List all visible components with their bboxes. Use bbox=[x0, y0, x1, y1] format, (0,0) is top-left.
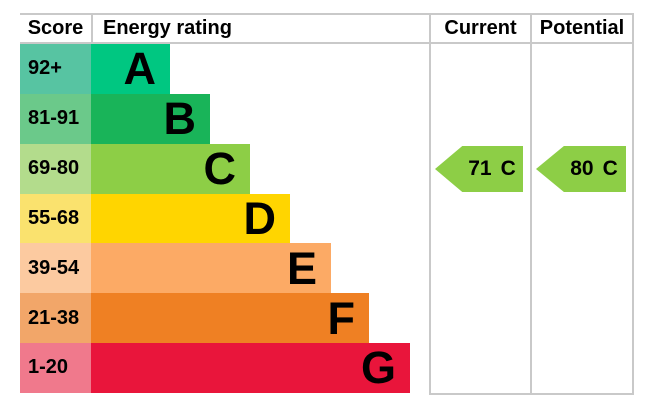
band-row-c: 69-80 C bbox=[20, 143, 410, 194]
band-row-e: 39-54 E bbox=[20, 243, 410, 294]
score-range-a: 92+ bbox=[20, 44, 91, 94]
current-header: Current bbox=[444, 17, 517, 39]
band-bar-a: A bbox=[91, 44, 170, 94]
score-range-d: 55-68 bbox=[20, 193, 91, 244]
band-row-a: 92+ A bbox=[20, 44, 410, 94]
energy-rating-header: Energy rating bbox=[103, 17, 232, 39]
score-range-b: 81-91 bbox=[20, 93, 91, 144]
score-range-g: 1-20 bbox=[20, 343, 91, 393]
band-bar-f: F bbox=[91, 293, 369, 344]
current-rating-value: 71 bbox=[468, 157, 492, 180]
current-column-divider bbox=[429, 13, 431, 395]
potential-header: Potential bbox=[539, 17, 625, 39]
potential-rating-band: C bbox=[602, 157, 618, 180]
band-row-b: 81-91 B bbox=[20, 93, 410, 144]
potential-rating-value: 80 bbox=[570, 157, 594, 180]
score-range-c: 69-80 bbox=[20, 143, 91, 194]
band-row-d: 55-68 D bbox=[20, 193, 410, 244]
table-right-border bbox=[632, 13, 634, 395]
score-column-divider bbox=[91, 13, 93, 44]
band-bar-g: G bbox=[91, 343, 410, 393]
score-range-e: 39-54 bbox=[20, 243, 91, 294]
current-rating-band: C bbox=[500, 157, 516, 180]
potential-rating-arrow: 80 C bbox=[536, 146, 626, 192]
band-rows: 92+ A 81-91 B 69-80 C 55-68 D 39-54 E 21… bbox=[20, 44, 410, 393]
current-rating-arrow: 71 C bbox=[435, 146, 523, 192]
band-bar-d: D bbox=[91, 193, 290, 244]
band-bar-c: C bbox=[91, 143, 250, 194]
table-top-border bbox=[20, 13, 634, 15]
band-row-f: 21-38 F bbox=[20, 293, 410, 344]
header-underline bbox=[20, 42, 634, 44]
band-bar-e: E bbox=[91, 243, 331, 294]
score-header: Score bbox=[27, 17, 84, 39]
band-bar-b: B bbox=[91, 93, 210, 144]
potential-column-divider bbox=[530, 13, 532, 395]
band-row-g: 1-20 G bbox=[20, 343, 410, 393]
score-range-f: 21-38 bbox=[20, 293, 91, 344]
